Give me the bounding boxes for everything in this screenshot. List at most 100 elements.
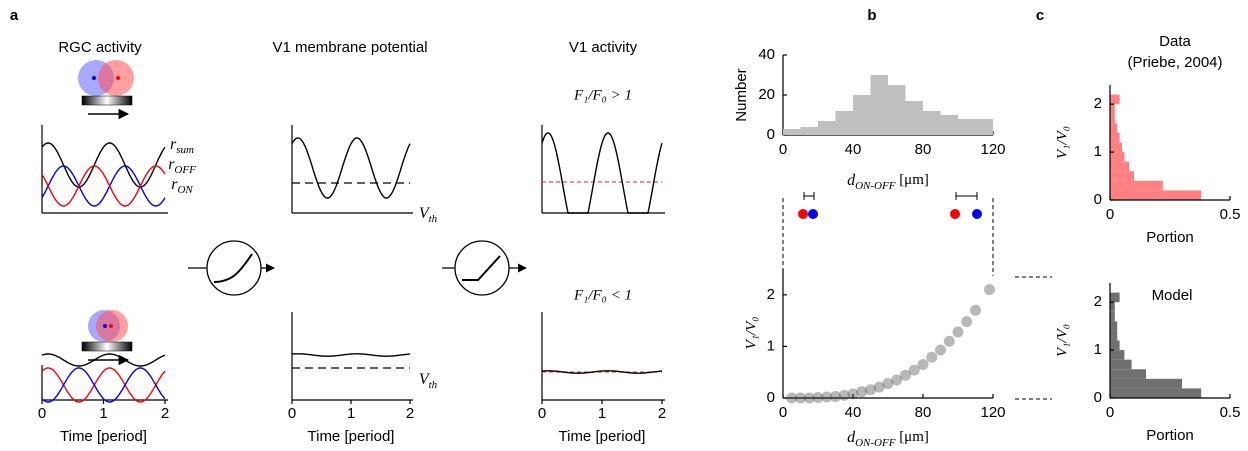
curve	[291, 137, 411, 199]
panel-subtitle: (Priebe, 2004)	[1127, 54, 1222, 71]
scatter-point	[795, 392, 806, 404]
x-tick-label: 0	[1106, 206, 1114, 223]
histogram-bar	[1110, 180, 1163, 191]
histogram-bar	[1110, 378, 1182, 389]
ratio-label: F₁/F₀ > 1	[573, 87, 632, 103]
histogram-bar	[818, 121, 836, 135]
x-tick-label: 0	[288, 405, 296, 422]
x-tick-label: 120	[980, 141, 1005, 158]
curve	[41, 353, 166, 367]
curve	[41, 165, 166, 207]
histogram-bar	[905, 101, 923, 135]
histogram-bar	[1110, 321, 1118, 331]
x-tick-label: 80	[915, 141, 932, 158]
histogram-bar	[1110, 311, 1115, 322]
curve	[41, 142, 166, 188]
scatter-point	[935, 344, 946, 356]
histogram-bar	[1110, 302, 1115, 312]
stimulus-icon	[81, 310, 133, 366]
x-axis-label: Time [period]	[308, 428, 395, 445]
label-sub: th	[429, 379, 438, 391]
scatter-point	[891, 374, 903, 386]
histogram-bar	[870, 75, 888, 135]
y-tick-label: 1	[767, 337, 775, 354]
curve	[541, 132, 663, 214]
x-tick-label: 1	[598, 405, 606, 422]
label-sub: th	[429, 213, 438, 225]
column-title: RGC activity	[58, 39, 142, 56]
scatter-point	[812, 391, 824, 403]
x-tick-label: 1	[99, 405, 107, 422]
histogram-bar	[1110, 292, 1120, 303]
scatter-point	[952, 326, 964, 338]
histogram-bar	[1110, 190, 1202, 200]
x-axis-label: Time [period]	[559, 428, 646, 445]
label-sub: ON-OFF	[855, 437, 896, 449]
label-sub: sum	[176, 144, 194, 156]
histogram-bar	[800, 127, 818, 135]
scatter-point	[873, 381, 885, 393]
histogram-bar	[975, 119, 993, 135]
legend-label: rsum	[170, 136, 194, 156]
x-tick-label: 80	[915, 404, 932, 421]
histogram-bar	[1110, 369, 1146, 379]
histogram-bar	[1110, 388, 1202, 398]
histogram-bar	[853, 95, 871, 135]
nonlinearity	[188, 240, 527, 296]
scatter-point	[830, 390, 841, 402]
x-tick-label: 0	[779, 141, 787, 158]
stimulus-icon	[78, 60, 134, 120]
scatter-point	[856, 386, 868, 398]
x-tick-label: 0.5	[1220, 206, 1241, 223]
panel-label: a	[10, 7, 19, 24]
histogram-bar	[958, 119, 976, 135]
x-tick-label: 2	[658, 405, 666, 422]
label-base: d	[847, 172, 856, 189]
histogram-bar	[940, 115, 958, 135]
x-tick-label: 0	[538, 405, 546, 422]
x-tick-label: 40	[845, 141, 862, 158]
y-tick-label: 0	[767, 126, 775, 143]
panel-title: Data	[1159, 33, 1191, 50]
threshold-label: Vth	[419, 205, 438, 225]
x-tick-label: 2	[161, 405, 169, 422]
label-base: r	[168, 156, 175, 173]
histogram-bar	[1110, 152, 1125, 162]
label-rest: [μm]	[895, 172, 928, 188]
column-title: V1 activity	[569, 39, 638, 56]
y-axis-label: V₁/V₀	[1054, 126, 1070, 159]
scatter-point	[865, 384, 876, 396]
ratio-label: F₁/F₀ < 1	[573, 287, 632, 303]
panel-title: Model	[1152, 287, 1193, 304]
y-tick-label: 2	[1094, 293, 1102, 310]
x-tick-label: 1	[347, 405, 355, 422]
scatter-point	[882, 378, 894, 390]
curve	[41, 367, 166, 403]
scatter-point	[961, 316, 973, 328]
scatter-point	[900, 369, 911, 381]
scatter-point	[943, 335, 955, 347]
histogram-bar	[1110, 171, 1134, 181]
legend-label: rOFF	[168, 156, 196, 176]
y-tick-label: 40	[758, 46, 775, 63]
x-axis-label: Portion	[1146, 229, 1194, 246]
panel-label: b	[867, 7, 876, 24]
label-sub: ON	[177, 184, 193, 196]
x-tick-label: 2	[406, 405, 414, 422]
x-axis-label: Portion	[1146, 427, 1194, 444]
label-sub: OFF	[174, 164, 196, 176]
x-tick-label: 0	[779, 404, 787, 421]
y-tick-label: 0	[1094, 191, 1102, 208]
histogram-bar	[1110, 142, 1122, 153]
histogram-bar	[1110, 161, 1130, 172]
histogram-bar	[1110, 330, 1118, 341]
y-axis-label: V₁/V₀	[743, 317, 759, 350]
curve	[542, 370, 663, 374]
scatter-point	[908, 364, 920, 376]
label-base: d	[847, 429, 856, 446]
y-tick-label: 1	[1094, 143, 1102, 160]
y-tick-label: 2	[767, 286, 775, 303]
x-tick-label: 40	[845, 404, 862, 421]
threshold-label: Vth	[419, 371, 438, 391]
